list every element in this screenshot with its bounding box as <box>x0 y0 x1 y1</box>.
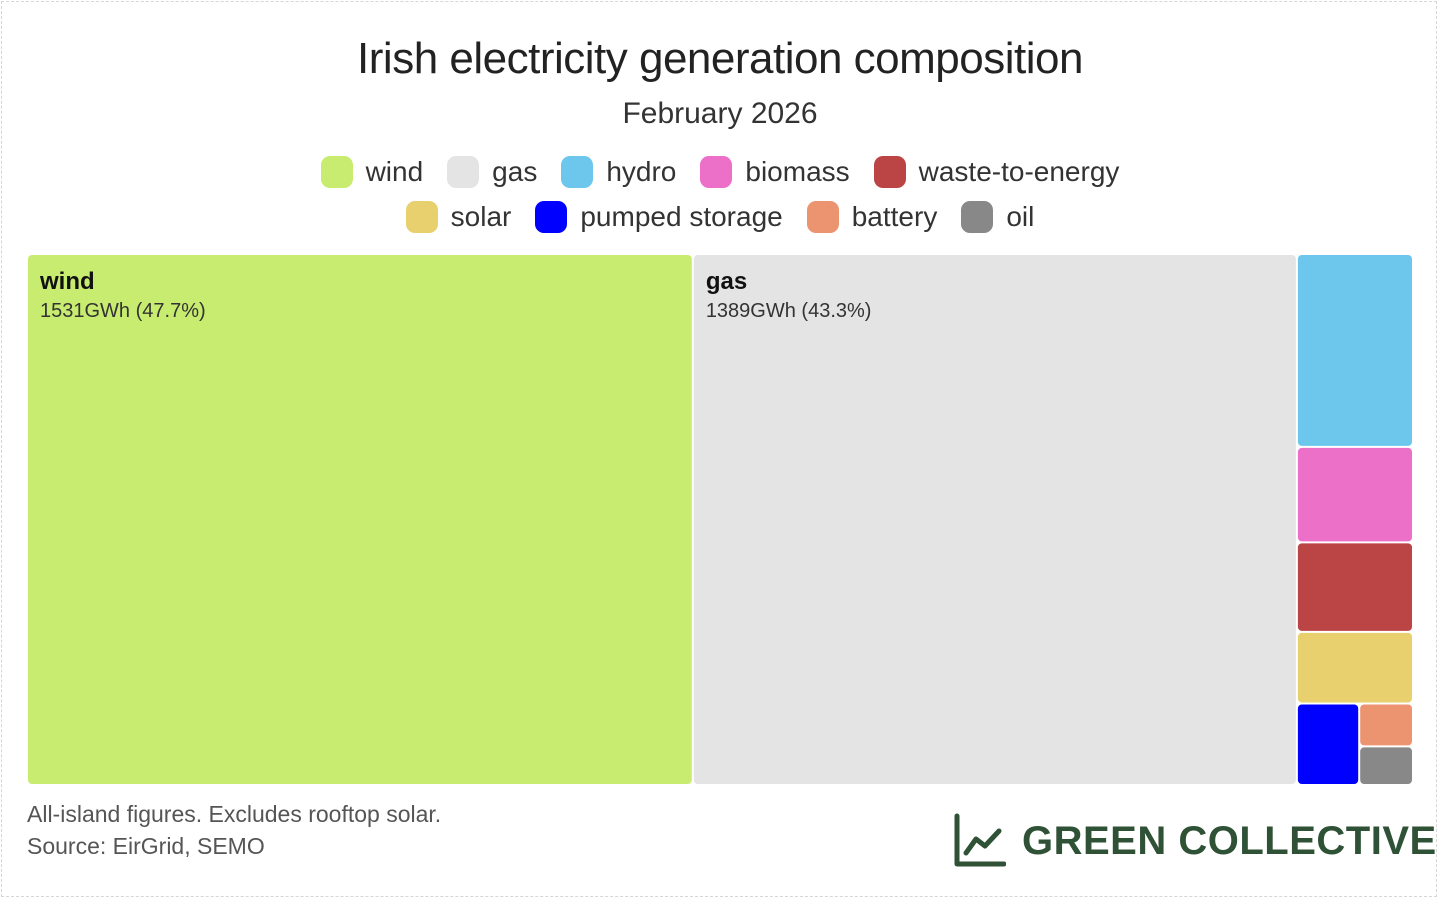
legend-item-wind: wind <box>320 156 424 188</box>
treemap-tile-gas <box>693 255 1296 784</box>
footnote-scope: All-island figures. Excludes rooftop sol… <box>27 801 442 827</box>
legend-item-biomass: biomass <box>700 156 850 188</box>
legend-item-oil: oil <box>961 201 1034 233</box>
legend-swatch-gas <box>447 156 480 188</box>
treemap-tile-hydro <box>1297 255 1412 446</box>
brand-logo: GREEN COLLECTIVE <box>952 812 1437 870</box>
legend-item-battery: battery <box>806 201 938 233</box>
legend-item-gas: gas <box>447 156 537 188</box>
legend-label-oil: oil <box>1006 201 1035 232</box>
treemap-tile-pumped-storage <box>1297 704 1359 784</box>
treemap-tile-solar <box>1297 632 1412 703</box>
treemap-tile-biomass <box>1297 447 1412 542</box>
treemap-tile-battery <box>1360 704 1412 746</box>
footnote-source: Source: EirGrid, SEMO <box>27 833 265 859</box>
legend-label-wind: wind <box>365 156 424 187</box>
treemap-label-wind: wind <box>39 268 95 295</box>
chart-title: Irish electricity generation composition <box>357 34 1083 83</box>
legend-item-hydro: hydro <box>561 156 676 188</box>
treemap-tile-oil <box>1360 747 1412 784</box>
legend-item-pumped-storage: pumped storage <box>535 201 783 233</box>
legend-label-gas: gas <box>492 156 538 187</box>
treemap-value-gas: 1389GWh (43.3%) <box>706 300 872 322</box>
legend-swatch-hydro <box>561 156 594 188</box>
legend-swatch-pumped-storage <box>535 201 568 233</box>
treemap-value-wind: 1531GWh (47.7%) <box>40 300 206 322</box>
legend-label-solar: solar <box>450 201 512 232</box>
chart-subtitle: February 2026 <box>622 97 818 130</box>
legend-swatch-wind <box>320 156 353 188</box>
line-chart-icon <box>954 813 1006 867</box>
brand-name: GREEN COLLECTIVE <box>1022 818 1437 863</box>
legend-item-waste-to-energy: waste-to-energy <box>873 156 1120 188</box>
legend-label-waste-to-energy: waste-to-energy <box>918 156 1120 187</box>
treemap-label-gas: gas <box>706 268 747 295</box>
legend-row-1: wind gas hydro biomass waste-to-energy <box>0 156 1440 188</box>
legend-swatch-oil <box>961 201 994 233</box>
legend-swatch-waste-to-energy <box>873 156 906 188</box>
legend-label-pumped-storage: pumped storage <box>580 201 783 232</box>
legend-swatch-solar <box>405 201 438 233</box>
legend-item-solar: solar <box>405 201 512 233</box>
legend-label-hydro: hydro <box>606 156 677 187</box>
legend-row-2: solar pumped storage battery oil <box>0 201 1440 233</box>
treemap-tile-waste-to-energy <box>1297 543 1412 631</box>
legend-swatch-battery <box>806 201 839 233</box>
legend-label-biomass: biomass <box>745 156 850 187</box>
legend-swatch-biomass <box>700 156 733 188</box>
treemap-tile-wind <box>28 255 692 784</box>
legend-label-battery: battery <box>851 201 938 232</box>
